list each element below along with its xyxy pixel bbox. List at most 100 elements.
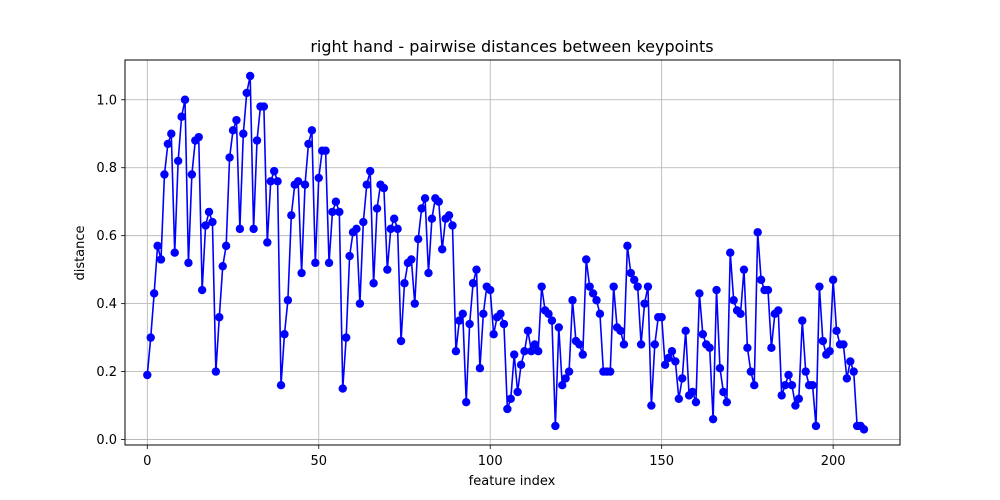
data-point [516,360,526,370]
data-point [736,309,745,319]
data-point [338,384,347,393]
data-point [197,285,207,295]
data-point [564,367,574,376]
data-point [798,316,807,325]
data-point [674,394,684,403]
data-point [801,367,810,376]
data-point [396,336,406,346]
data-point [767,343,776,353]
data-point [705,343,714,353]
data-point [657,313,666,322]
data-point [475,364,485,373]
data-point [163,139,173,149]
data-point [818,336,828,346]
data-point [331,197,341,206]
data-point [341,333,351,342]
data-point [280,330,289,339]
data-point [297,268,306,278]
data-point [242,88,251,98]
data-point [691,397,701,407]
data-point [520,347,529,356]
data-point [170,248,179,257]
data-point [287,211,296,220]
data-point [201,221,210,230]
data-point [293,177,303,186]
data-point [156,255,166,264]
data-point [153,241,162,251]
data-point [544,309,553,319]
data-point [451,347,461,356]
data-point [328,207,337,217]
data-point [263,238,272,247]
data-point [513,387,522,397]
data-point [400,279,409,288]
data-point [506,394,515,403]
data-point [314,173,323,183]
data-point [208,217,217,227]
data-point [249,224,258,234]
data-point [530,340,539,349]
y-tick-label: 0.8 [96,161,117,176]
data-point [698,330,708,339]
data-point [832,326,841,336]
data-point [780,380,790,390]
data-point [739,265,749,274]
data-point [547,316,557,325]
data-point [825,347,834,356]
series-polyline [146,75,865,430]
data-point [345,251,354,261]
x-axis: 0 50 100 150 200 [143,445,846,469]
data-point [468,279,478,288]
x-tick-label: 200 [821,454,846,469]
data-point [180,95,190,104]
y-tick-label: 0.6 [96,229,117,244]
data-point [849,367,858,376]
data-point [636,340,646,349]
data-point [616,326,625,336]
data-point [187,170,197,179]
data-point [695,289,704,298]
data-point [715,364,725,373]
data-point [784,370,793,380]
data-point [643,282,653,291]
data-point [623,241,632,251]
data-point [232,115,241,125]
data-point [204,207,214,217]
y-tick-label: 0.2 [96,365,117,380]
data-point [578,350,587,359]
data-point [708,414,718,424]
data-point [846,357,855,366]
data-point [407,255,416,264]
data-point [719,387,728,397]
data-point [194,132,203,142]
data-point [777,391,786,400]
data-point [167,129,176,138]
data-point [688,387,697,397]
data-point [362,180,371,189]
data-point [794,394,804,403]
data-point [269,166,279,176]
data-point [458,309,467,319]
data-point [239,129,248,138]
data-point [626,268,636,278]
data-point [215,313,224,322]
data-point [839,340,848,349]
data-point [173,156,183,166]
x-tick-label: 50 [310,454,327,469]
data-point [352,224,361,234]
data-point [558,380,567,390]
data-point [551,421,560,431]
data-point [448,221,457,230]
y-axis: 0.0 0.2 0.4 0.6 0.8 1.0 [96,93,125,448]
data-point [811,421,821,431]
data-point [842,374,852,383]
data-point [537,282,546,291]
data-point [554,323,563,332]
data-point [523,326,533,336]
data-point [372,204,382,213]
data-point [146,333,155,342]
x-tick-label: 100 [478,454,503,469]
data-point [527,347,536,356]
data-point [355,299,365,308]
chart-title: right hand - pairwise distances between … [310,37,713,56]
